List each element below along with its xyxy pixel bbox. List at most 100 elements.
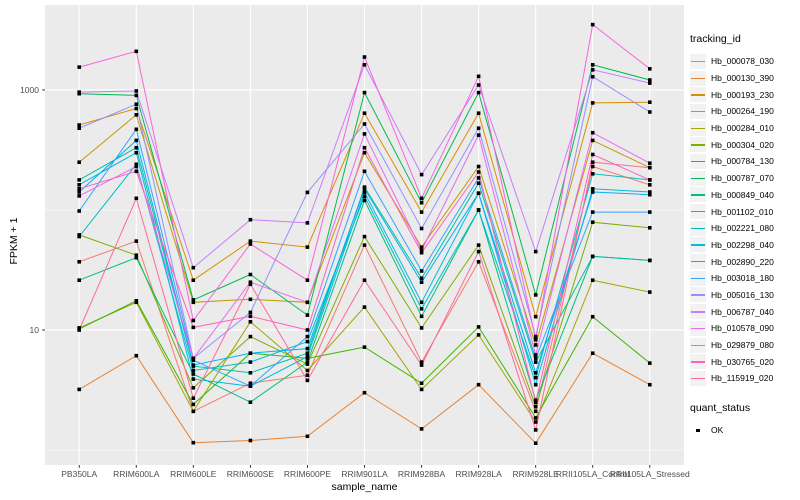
legend-key-icon <box>690 53 706 69</box>
legend-item: OK <box>690 422 750 439</box>
legend-color-line-icon <box>691 361 705 363</box>
legend-key-icon <box>690 87 706 103</box>
point-square-icon <box>696 428 700 433</box>
legend-key-icon <box>690 70 706 86</box>
axis-ticks <box>42 89 651 468</box>
legend-item: Hb_002221_080 <box>690 220 774 237</box>
legend-key-icon <box>690 370 706 386</box>
legend-label: Hb_029879_080 <box>711 340 774 351</box>
legend-items: Hb_000078_030 Hb_000130_390 Hb_000193_230 H… <box>690 53 774 387</box>
legend-label: Hb_000787_070 <box>711 173 774 184</box>
legend-item: Hb_000304_020 <box>690 136 774 153</box>
legend-color-line-icon <box>691 344 705 346</box>
legend-color-line-icon <box>691 311 705 313</box>
legend2-items: OK <box>690 422 750 439</box>
y-tick-labels: 10 1000 <box>20 85 39 335</box>
legend-item: Hb_000078_030 <box>690 53 774 70</box>
legend-color-line-icon <box>691 60 705 63</box>
legend-key-icon <box>690 237 706 253</box>
legend-key-icon <box>690 204 706 220</box>
legend2-title: quant_status <box>690 402 751 414</box>
legend-key-icon <box>690 103 706 119</box>
legend-label: Hb_002298_040 <box>711 239 774 250</box>
legend-label: Hb_003018_180 <box>711 273 774 284</box>
legend-item: Hb_010578_090 <box>690 320 774 337</box>
legend-quant-status: quant_status OK <box>690 402 750 439</box>
legend-color-line-icon <box>691 127 705 129</box>
legend-color-line-icon <box>691 211 705 213</box>
legend-color-line-icon <box>691 177 705 180</box>
svg-text:RRIM600LA: RRIM600LA <box>113 469 160 479</box>
legend-key-icon <box>690 422 706 438</box>
legend-color-line-icon <box>691 160 705 163</box>
svg-text:RRIM928BA: RRIM928BA <box>398 469 446 479</box>
x-axis-title: sample_name <box>331 481 398 493</box>
legend-key-icon <box>690 120 706 136</box>
legend-key-icon <box>690 153 706 169</box>
legend-color-line-icon <box>691 144 705 146</box>
svg-text:10: 10 <box>30 325 40 335</box>
legend-key-icon <box>690 187 706 203</box>
legend-item: Hb_005016_130 <box>690 287 774 304</box>
svg-text:RRII105LA_Control: RRII105LA_Control <box>556 469 630 479</box>
legend-item: Hb_000784_130 <box>690 153 774 170</box>
svg-text:RRIM600LE: RRIM600LE <box>170 469 217 479</box>
legend-label: Hb_006787_040 <box>711 306 774 317</box>
legend-item: Hb_000284_010 <box>690 120 774 137</box>
legend-label: Hb_005016_130 <box>711 289 774 300</box>
legend-key-icon <box>690 137 706 153</box>
legend-label: Hb_001102_010 <box>711 206 774 217</box>
legend-label: Hb_000193_230 <box>711 89 774 100</box>
legend-item: Hb_000193_230 <box>690 86 774 103</box>
svg-text:RRIM600PE: RRIM600PE <box>284 469 332 479</box>
legend-key-icon <box>690 354 706 370</box>
svg-text:RRIM600SE: RRIM600SE <box>227 469 275 479</box>
legend-item: Hb_003018_180 <box>690 270 774 287</box>
legend-color-line-icon <box>691 261 705 263</box>
legend-color-line-icon <box>691 77 705 79</box>
legend-key-icon <box>690 270 706 286</box>
legend-label: Hb_010578_090 <box>711 323 774 334</box>
legend-key-icon <box>690 254 706 270</box>
legend-label: Hb_002221_080 <box>711 223 774 234</box>
legend-label: Hb_000849_040 <box>711 189 774 200</box>
legend-label: Hb_000284_010 <box>711 123 774 134</box>
legend-item: Hb_001102_010 <box>690 203 774 220</box>
legend-color-line-icon <box>691 377 705 380</box>
legend-item: Hb_002298_040 <box>690 237 774 254</box>
legend-color-line-icon <box>691 194 705 196</box>
legend-label: Hb_030765_020 <box>711 356 774 367</box>
svg-text:RRII105LA_Stressed: RRII105LA_Stressed <box>610 469 690 479</box>
svg-text:1000: 1000 <box>20 85 39 95</box>
legend-color-line-icon <box>691 294 705 296</box>
legend-label: Hb_000784_130 <box>711 156 774 167</box>
legend-key-icon <box>690 337 706 353</box>
legend-item: Hb_000264_190 <box>690 103 774 120</box>
legend-label: Hb_000304_020 <box>711 139 774 150</box>
legend-color-line-icon <box>691 277 705 280</box>
legend-item: Hb_000849_040 <box>690 187 774 204</box>
legend-color-line-icon <box>691 94 705 96</box>
legend-item: Hb_002890_220 <box>690 253 774 270</box>
svg-text:RRIM928LA: RRIM928LA <box>455 469 502 479</box>
y-axis-title: FPKM + 1 <box>8 217 20 265</box>
legend-label: Hb_000078_030 <box>711 56 774 67</box>
legend-item: Hb_030765_020 <box>690 353 774 370</box>
x-tick-labels: PB350LA RRIM600LA RRIM600LE RRIM600SE RRIM60… <box>61 469 690 479</box>
legend-item: Hb_000130_390 <box>690 70 774 87</box>
legend-title: tracking_id <box>690 33 741 45</box>
legend-label: Hb_002890_220 <box>711 256 774 267</box>
svg-text:RRIM901LA: RRIM901LA <box>341 469 388 479</box>
svg-text:PB350LA: PB350LA <box>61 469 97 479</box>
legend-key-icon <box>690 170 706 186</box>
legend-label: OK <box>711 425 724 436</box>
legend-color-line-icon <box>691 110 705 113</box>
legend-key-icon <box>690 320 706 336</box>
legend-item: Hb_006787_040 <box>690 303 774 320</box>
legend-color-line-icon <box>691 227 705 230</box>
legend-key-icon <box>690 220 706 236</box>
legend-label: Hb_000264_190 <box>711 106 774 117</box>
legend-item: Hb_000787_070 <box>690 170 774 187</box>
